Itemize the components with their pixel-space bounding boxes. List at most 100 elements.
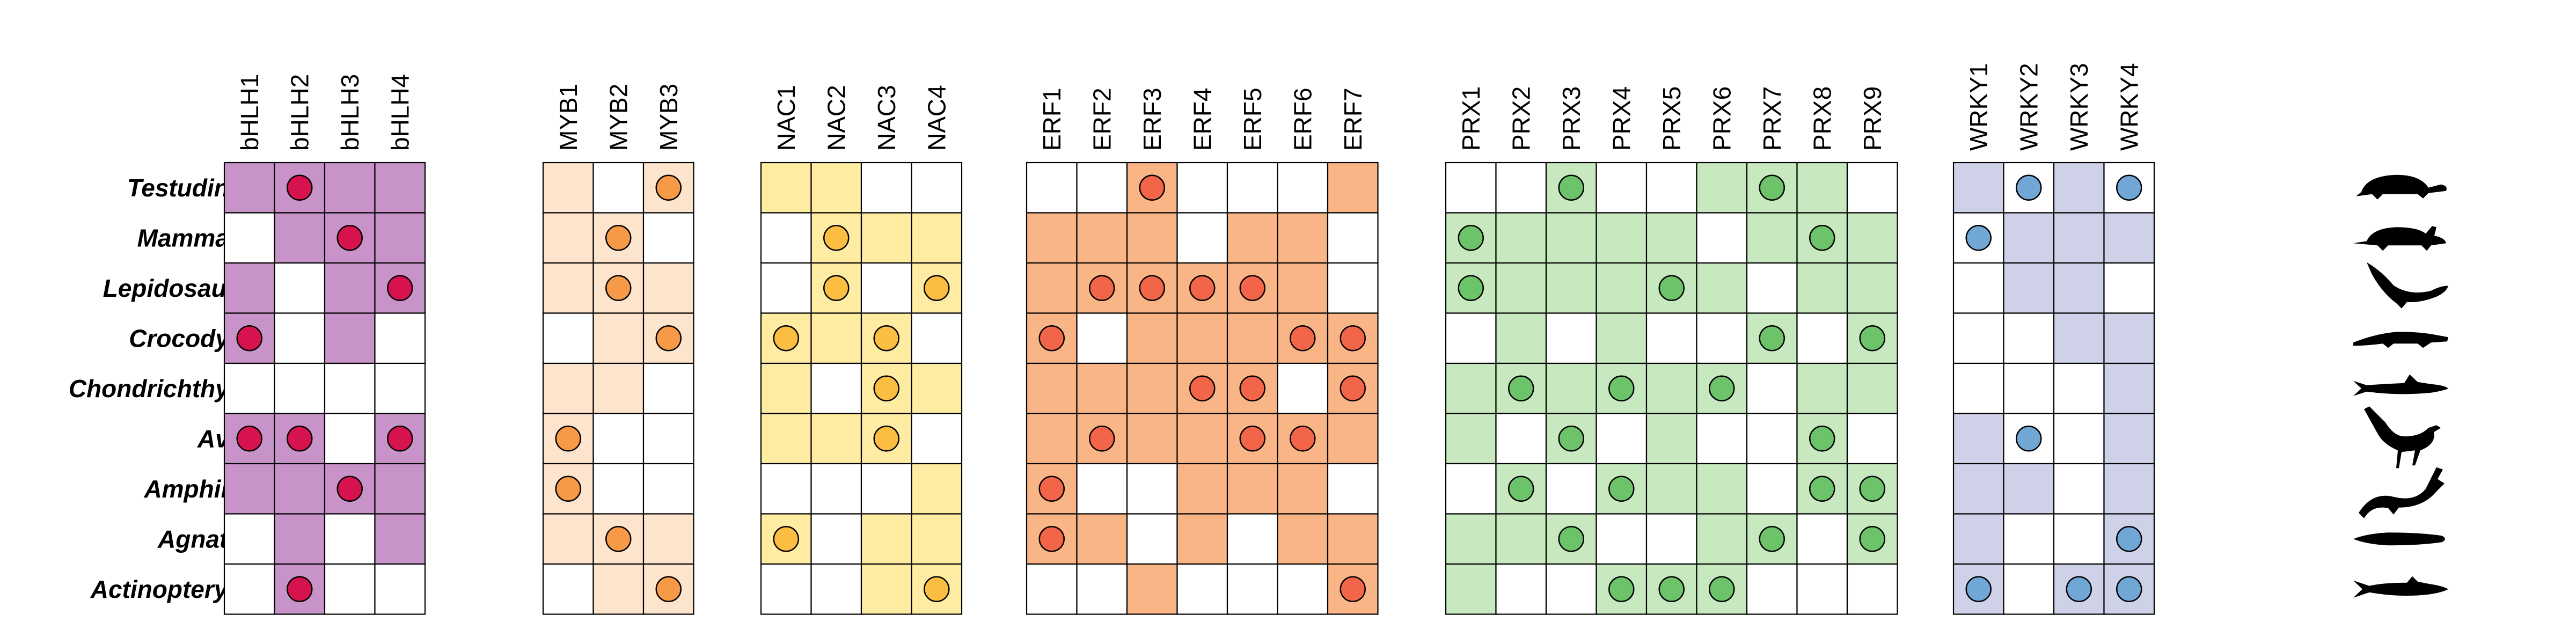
heatmap-cell — [1277, 463, 1329, 515]
heatmap-cell — [2053, 513, 2105, 565]
presence-dot — [655, 325, 682, 352]
presence-dot — [773, 526, 799, 552]
heatmap-cell — [1277, 262, 1329, 314]
heatmap-cell — [223, 463, 275, 515]
heatmap-cell — [1746, 463, 1798, 515]
column-label: ERF2 — [1088, 87, 1116, 151]
heatmap-cell — [1226, 212, 1278, 264]
presence-dot — [1038, 325, 1065, 352]
heatmap-cell — [642, 362, 694, 414]
heatmap-cell — [810, 162, 862, 214]
heatmap-cell — [274, 312, 326, 364]
presence-dot — [823, 225, 850, 251]
heatmap-cell — [592, 463, 645, 515]
lamprey-silhouette — [2353, 532, 2445, 546]
heatmap-cell — [1596, 413, 1648, 465]
heatmap-cell — [2103, 362, 2155, 414]
heatmap-cell — [642, 513, 694, 565]
column-label: MYB2 — [604, 84, 632, 151]
heatmap-cell — [810, 513, 862, 565]
heatmap-cell — [223, 563, 275, 615]
heatmap-cell — [1846, 162, 1898, 214]
column-label: WRKY3 — [2065, 63, 2093, 151]
heatmap-cell — [274, 212, 326, 264]
heatmap-cell — [1176, 563, 1228, 615]
heatmap-cell — [1176, 162, 1228, 214]
column-label: bHLH2 — [286, 74, 313, 151]
presence-dot — [2116, 174, 2142, 201]
presence-dot — [2016, 174, 2042, 201]
heatmap-cell — [1495, 513, 1547, 565]
column-label: NAC2 — [822, 85, 850, 151]
heatmap-cell — [911, 312, 963, 364]
panel-wrky: WRKY1 WRKY2 WRKY3 WRKY4 — [1952, 63, 2155, 615]
presence-dot — [1709, 375, 1735, 401]
heatmap-cell — [2003, 312, 2055, 364]
heatmap-cell — [374, 312, 426, 364]
presence-dot — [1508, 475, 1534, 502]
presence-dot — [1759, 174, 1785, 201]
heatmap-cell — [223, 262, 275, 314]
heatmap-cell — [1026, 563, 1078, 615]
heatmap-cell — [1076, 312, 1128, 364]
presence-dot — [387, 426, 413, 452]
heatmap-cell — [1277, 162, 1329, 214]
presence-dot — [287, 426, 313, 452]
heatmap-cell — [1076, 162, 1128, 214]
heatmap-cell — [2053, 312, 2105, 364]
heatmap-cell — [1495, 413, 1547, 465]
column-label: MYB1 — [554, 84, 582, 151]
presence-dot — [1558, 426, 1584, 452]
presence-dot — [1239, 426, 1265, 452]
heatmap-cell — [2053, 162, 2105, 214]
heatmap-cell — [1026, 262, 1078, 314]
heatmap-cell — [1176, 312, 1228, 364]
presence-dot — [2116, 526, 2142, 552]
heatmap-cell — [1952, 362, 2004, 414]
fish-silhouette — [2353, 576, 2448, 598]
heatmap-cell — [1277, 563, 1329, 615]
heatmap-cell — [274, 513, 326, 565]
heatmap-cell — [1495, 162, 1547, 214]
panel-bhlh: bHLH1 bHLH2 bHLH3 bHLH4 — [223, 74, 426, 615]
column-label: PRX7 — [1758, 86, 1786, 151]
heatmap-cell — [1076, 563, 1128, 615]
heatmap-cell — [1327, 212, 1379, 264]
heatmap-cell — [1545, 312, 1597, 364]
column-label: ERF7 — [1339, 87, 1367, 151]
heatmap-cell — [592, 362, 645, 414]
heatmap-cell — [1696, 212, 1748, 264]
heatmap-cell — [223, 362, 275, 414]
heatmap-cell — [1846, 262, 1898, 314]
presence-dot — [873, 426, 899, 452]
heatmap-cell — [1645, 413, 1697, 465]
heatmap-cell — [1796, 262, 1848, 314]
column-label: ERF6 — [1289, 87, 1316, 151]
heatmap-cell — [374, 212, 426, 264]
heatmap-cell — [1327, 513, 1379, 565]
heatmap-cell — [1076, 513, 1128, 565]
heatmap-cell — [642, 262, 694, 314]
heatmap-cell — [2053, 362, 2105, 414]
heatmap-cell — [324, 563, 376, 615]
presence-dot — [236, 325, 262, 352]
presence-dot — [1608, 576, 1635, 602]
heatmap-cell — [1126, 362, 1178, 414]
presence-dot — [287, 576, 313, 602]
presence-dot — [1759, 526, 1785, 552]
heatmap-cell — [1746, 413, 1798, 465]
heatmap-cell — [642, 463, 694, 515]
presence-dot — [387, 275, 413, 301]
mammal-silhouette — [2353, 226, 2446, 251]
heatmap-cell — [1645, 162, 1697, 214]
heatmap-cell — [324, 162, 376, 214]
heatmap-cell — [1796, 563, 1848, 615]
column-label: NAC4 — [923, 85, 950, 151]
heatmap-cell — [1645, 212, 1697, 264]
presence-dot — [2016, 426, 2042, 452]
heatmap-cell — [592, 162, 645, 214]
heatmap-cell — [760, 262, 812, 314]
heatmap-cell — [1796, 162, 1848, 214]
presence-dot — [1089, 275, 1115, 301]
